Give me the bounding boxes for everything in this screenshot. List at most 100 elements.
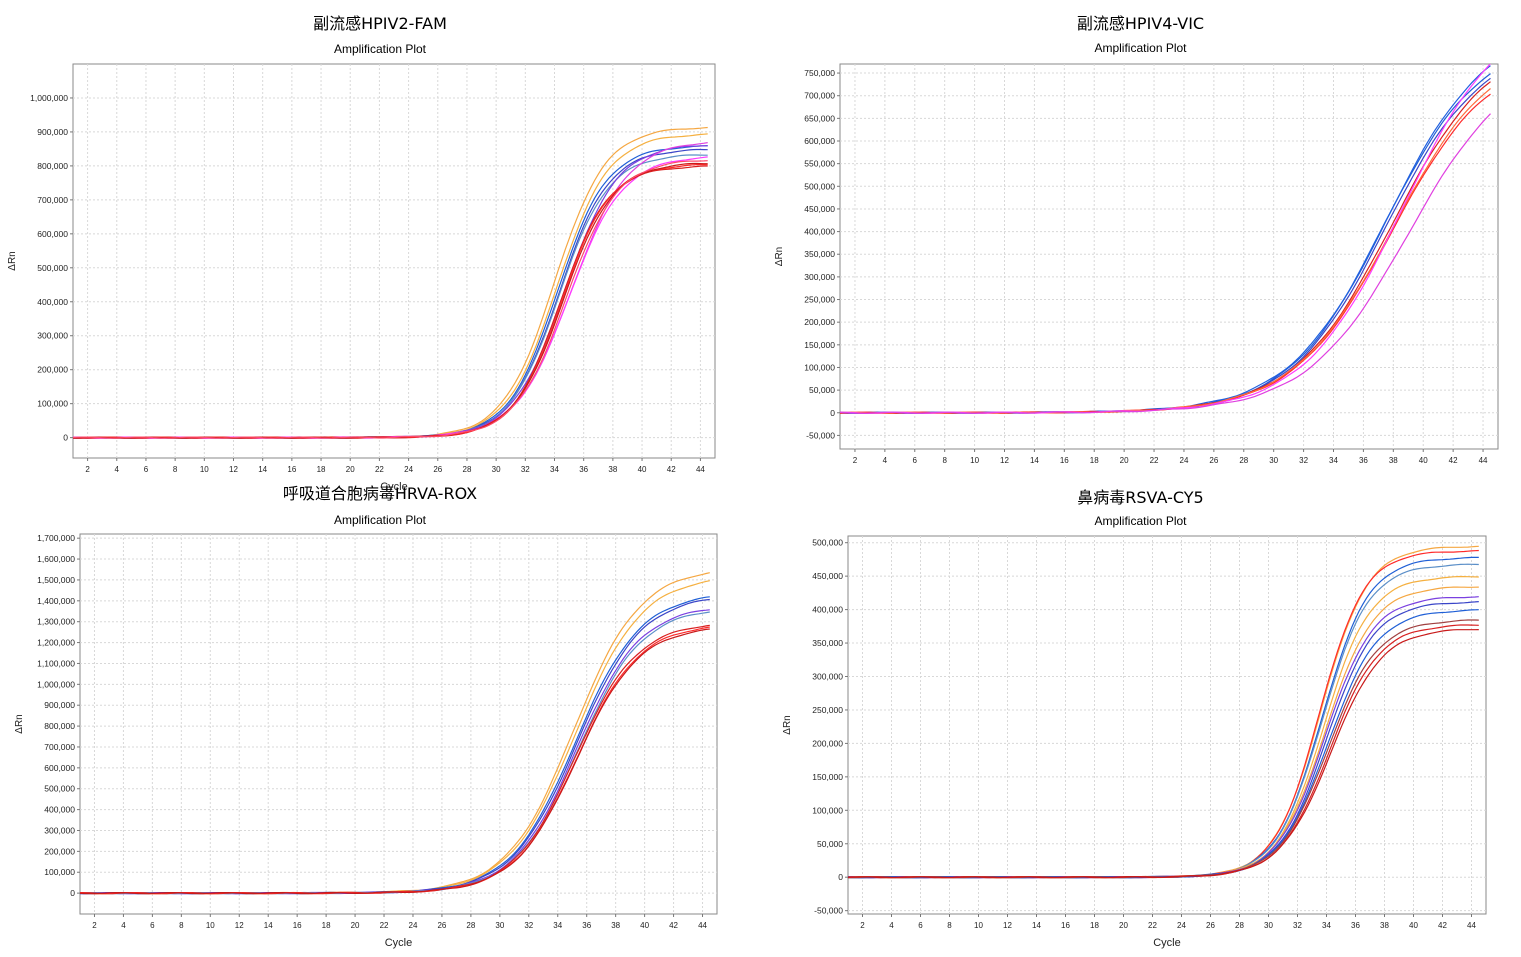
y-tick-label: 1,300,000 [37,617,75,627]
y-tick-label: 1,700,000 [37,533,75,543]
y-tick-label: 150,000 [812,772,843,782]
x-tick-label: 6 [913,456,918,465]
y-tick-label: 100,000 [812,805,843,815]
x-tick-label: 22 [1148,921,1157,930]
x-tick-label: 12 [1000,456,1009,465]
y-tick-label: 350,000 [812,638,843,648]
x-tick-label: 16 [293,921,302,930]
x-tick-label: 20 [346,465,355,474]
x-tick-label: 4 [889,921,894,930]
x-tick-label: 2 [85,465,90,474]
plot-area [72,63,716,459]
x-tick-label: 38 [611,921,620,930]
y-tick-label: -50,000 [814,906,843,916]
y-tick-label: 200,000 [804,317,835,327]
x-tick-label: 18 [322,921,331,930]
x-tick-label: 34 [550,465,559,474]
x-tick-label: 44 [696,465,705,474]
x-tick-label: 18 [1090,921,1099,930]
x-tick-label: 36 [1359,456,1368,465]
x-tick-label: 36 [582,921,591,930]
y-tick-label: 1,500,000 [37,575,75,585]
x-tick-label: 20 [351,921,360,930]
y-tick-label: 700,000 [37,195,68,205]
chart-subtitle: Amplification Plot [333,42,427,56]
y-tick-label: 0 [838,872,843,882]
y-tick-label: 800,000 [37,161,68,171]
y-tick-label: 200,000 [812,738,843,748]
plot-area [839,63,1499,450]
y-axis-label: ΔRn [14,714,25,733]
y-tick-label: 700,000 [804,91,835,101]
x-tick-label: 10 [206,921,215,930]
x-tick-label: 24 [1180,456,1189,465]
x-tick-label: 32 [1293,921,1302,930]
y-tick-label: 700,000 [44,742,75,752]
x-tick-label: 38 [608,465,617,474]
x-tick-label: 24 [404,465,413,474]
y-tick-label: 400,000 [804,227,835,237]
chart-title: 鼻病毒RSVA-CY5 [1077,488,1204,507]
x-tick-label: 8 [942,456,947,465]
x-tick-label: 12 [1003,921,1012,930]
y-tick-label: 1,100,000 [37,658,75,668]
y-tick-label: 500,000 [812,538,843,548]
x-axis-label: Cycle [385,937,413,949]
chart-panel-hpiv4: 副流感HPIV4-VIC Amplification Plot 2 4 6 8 10 12… [760,6,1521,478]
y-tick-label: 450,000 [812,571,843,581]
x-tick-label: 8 [179,921,184,930]
x-tick-label: 8 [173,465,178,474]
x-tick-label: 22 [375,465,384,474]
x-tick-label: 42 [1449,456,1458,465]
x-tick-label: 20 [1120,456,1129,465]
y-tick-label: 0 [70,888,75,898]
chart-subtitle: Amplification Plot [1094,514,1187,528]
x-tick-label: 16 [287,465,296,474]
y-tick-label: 1,400,000 [37,596,75,606]
y-tick-label: 0 [830,408,835,418]
y-tick-label: 1,600,000 [37,554,75,564]
y-tick-label: 600,000 [37,229,68,239]
x-tick-label: 12 [235,921,244,930]
x-tick-label: 30 [495,921,504,930]
amplification-plot-rsva: 2 4 6 8 10 12 14 16 18 20 22 24 26 28 30 32 34 36 38 40 42 44… [782,535,1487,949]
x-tick-label: 14 [258,465,267,474]
y-tick-label: 600,000 [44,763,75,773]
x-axis-label: Cycle [1153,937,1181,949]
x-tick-label: 16 [1060,456,1069,465]
x-tick-label: 32 [521,465,530,474]
y-tick-label: 400,000 [37,297,68,307]
x-tick-label: 44 [1479,456,1488,465]
x-tick-label: 30 [1264,921,1273,930]
y-tick-label: 650,000 [804,113,835,123]
x-tick-label: 10 [970,456,979,465]
y-axis-label: ΔRn [7,251,18,270]
x-tick-label: 28 [1235,921,1244,930]
x-tick-label: 6 [150,921,155,930]
x-tick-label: 40 [638,465,647,474]
y-tick-label: 300,000 [44,825,75,835]
x-tick-label: 10 [200,465,209,474]
y-tick-label: 50,000 [809,385,835,395]
y-tick-label: 550,000 [804,159,835,169]
x-tick-label: 26 [437,921,446,930]
y-tick-label: 1,000,000 [30,93,68,103]
x-tick-label: 4 [121,921,126,930]
x-tick-label: 42 [667,465,676,474]
x-tick-label: 42 [1438,921,1447,930]
x-tick-label: 44 [698,921,707,930]
x-tick-label: 26 [1206,921,1215,930]
y-tick-label: 200,000 [44,846,75,856]
chart-subtitle: Amplification Plot [1094,41,1187,55]
x-tick-label: 4 [883,456,888,465]
series-line [848,629,1479,879]
y-tick-label: 0 [63,433,68,443]
y-tick-label: 400,000 [812,605,843,615]
amplification-plot-hpiv2: 2 4 6 8 10 12 14 16 18 20 22 24 26 28 30 32 34 36 38 40 42 44… [7,63,716,493]
x-tick-label: 2 [853,456,858,465]
x-tick-label: 34 [1322,921,1331,930]
x-tick-label: 18 [1090,456,1099,465]
y-tick-label: 500,000 [44,784,75,794]
y-tick-label: 200,000 [37,365,68,375]
x-tick-label: 28 [1239,456,1248,465]
